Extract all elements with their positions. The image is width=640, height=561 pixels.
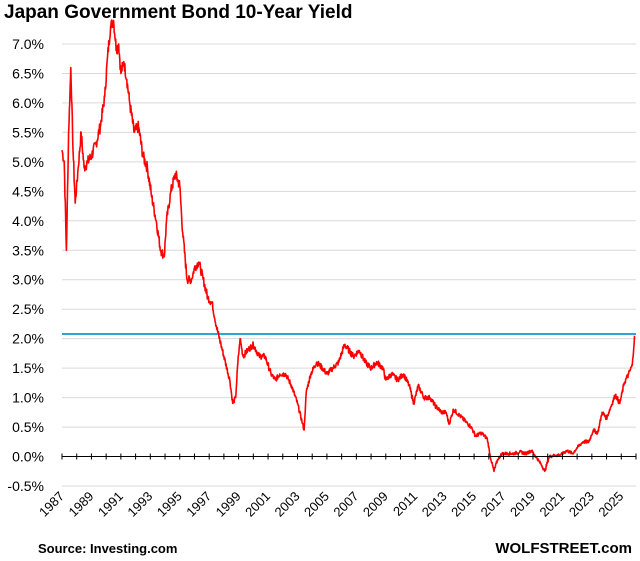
- x-tick-label: 2009: [360, 489, 391, 520]
- series-layer: [61, 19, 636, 473]
- x-tick-label: 1989: [65, 489, 96, 520]
- x-tick-label: 1997: [183, 489, 214, 520]
- source-note: Source: Investing.com: [38, 541, 178, 556]
- x-tick-labels: 1987198919911993199519971999200120032005…: [36, 489, 626, 520]
- x-tick-label: 1995: [154, 489, 185, 520]
- axis-layer: [61, 453, 637, 460]
- y-tick-label: 6.0%: [12, 95, 44, 111]
- x-tick-label: 2021: [536, 489, 567, 520]
- grid-layer: [62, 43, 636, 487]
- y-tick-label: 5.0%: [12, 154, 44, 170]
- y-tick-label: 5.5%: [12, 124, 44, 140]
- y-tick-label: 0.5%: [12, 419, 44, 435]
- x-tick-label: 2025: [595, 489, 626, 520]
- yield-series-line: [61, 19, 636, 473]
- x-tick-label: 2023: [566, 489, 597, 520]
- y-tick-label: 1.0%: [12, 390, 44, 406]
- x-tick-label: 2011: [390, 489, 420, 519]
- x-tick-label: 2017: [478, 489, 509, 520]
- x-tick-label: 2013: [419, 489, 450, 520]
- x-tick-label: 2003: [272, 489, 303, 520]
- brand-label: WOLFSTREET.com: [495, 540, 632, 557]
- x-tick-label: 2019: [507, 489, 538, 520]
- y-tick-label: -0.5%: [7, 478, 44, 494]
- y-tick-label: 7.0%: [12, 36, 44, 52]
- x-tick-label: 1993: [124, 489, 155, 520]
- y-tick-label: 2.0%: [12, 331, 44, 347]
- y-tick-label: 4.0%: [12, 213, 44, 229]
- x-tick-label: 2007: [330, 489, 361, 520]
- x-tick-label: 2005: [301, 489, 332, 520]
- y-tick-label: 3.0%: [12, 272, 44, 288]
- chart-title: Japan Government Bond 10-Year Yield: [4, 2, 353, 23]
- y-tick-label: 4.5%: [12, 183, 44, 199]
- x-tick-label: 1991: [95, 489, 126, 520]
- x-tick-label: 1999: [213, 489, 244, 520]
- x-tick-label: 2015: [448, 489, 479, 520]
- y-tick-label: 0.0%: [12, 449, 44, 465]
- y-tick-label: 6.5%: [12, 65, 44, 81]
- x-tick-label: 2001: [242, 489, 273, 520]
- y-tick-label: 3.5%: [12, 242, 44, 258]
- y-tick-labels: -0.5% 0.0% 0.5% 1.0% 1.5% 2.0% 2.5% 3.0% 3.5% 4.0…: [7, 36, 44, 494]
- y-tick-label: 1.5%: [12, 360, 44, 376]
- y-tick-label: 2.5%: [12, 301, 44, 317]
